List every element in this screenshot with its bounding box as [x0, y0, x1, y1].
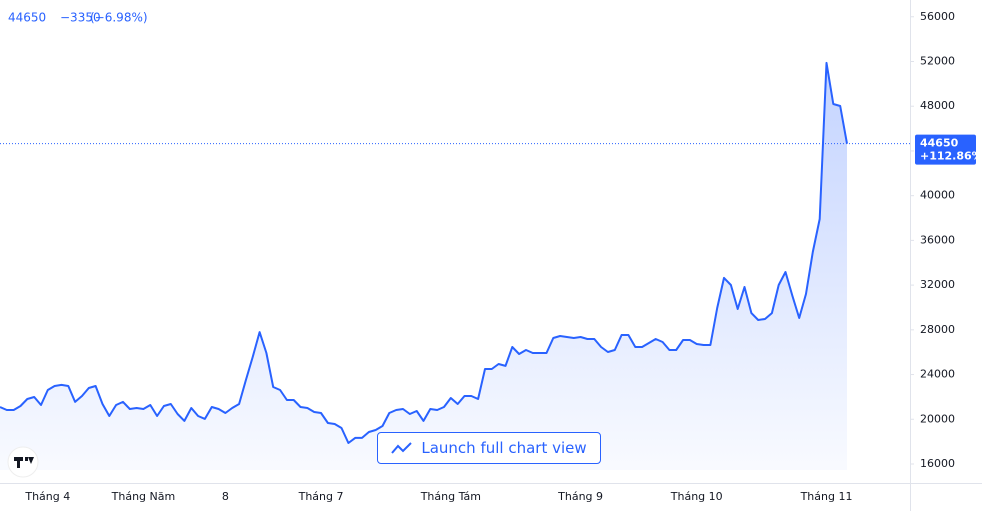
y-tick-label: 40000 — [920, 189, 955, 202]
area — [0, 62, 847, 471]
price-badge — [915, 134, 976, 165]
y-tick-label: 20000 — [920, 412, 955, 425]
line — [0, 61, 848, 444]
x-tick-label: Tháng 10 — [670, 490, 723, 503]
y-tick-label: 36000 — [920, 233, 955, 246]
y-tick-label: 56000 — [920, 10, 955, 23]
x-tick-label: Tháng Tám — [420, 490, 481, 503]
header-price: 44650 — [8, 11, 46, 25]
x-tick-label: Tháng 7 — [298, 490, 344, 503]
logo[interactable] — [7, 446, 39, 478]
x-tick-label: Tháng 4 — [24, 490, 70, 503]
launch-button[interactable]: Launch full chart view — [377, 432, 601, 464]
y-tick-label: 52000 — [920, 54, 955, 67]
button-icon — [391, 442, 413, 454]
price-badge-value: 44650 — [920, 137, 959, 150]
header-change: −3350 — [60, 11, 101, 25]
y-tick-label: 24000 — [920, 368, 955, 381]
button-label: Launch full chart view — [421, 439, 587, 457]
y-tick-label: 28000 — [920, 323, 955, 336]
x-tick-label: Tháng 11 — [800, 490, 853, 503]
price-badge-change: +112.86% — [920, 150, 982, 163]
header-change-pct: (−6.98%) — [90, 11, 148, 25]
y-tick-label: 16000 — [920, 457, 955, 470]
y-tick-label: 48000 — [920, 99, 955, 112]
x-tick-label: Tháng 9 — [557, 490, 603, 503]
y-tick-label: 32000 — [920, 278, 955, 291]
x-tick-label: Tháng Năm — [111, 490, 176, 503]
x-tick-label: 8 — [222, 490, 229, 503]
